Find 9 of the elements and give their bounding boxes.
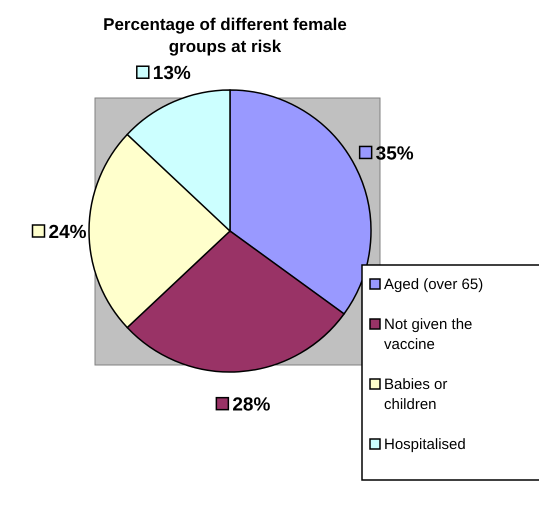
- data-label: 35%: [376, 143, 414, 164]
- data-label: 13%: [152, 63, 191, 84]
- data-label: 24%: [48, 222, 87, 243]
- chart-title: Percentage of different female groups at risk: [103, 15, 347, 56]
- legend-label: Babies or children: [384, 376, 448, 413]
- legend-label: Aged (over 65): [384, 276, 484, 293]
- legend-label: Not given the vaccine: [384, 316, 472, 353]
- legend-label: Hospitalised: [384, 436, 466, 453]
- data-label: 28%: [232, 394, 270, 416]
